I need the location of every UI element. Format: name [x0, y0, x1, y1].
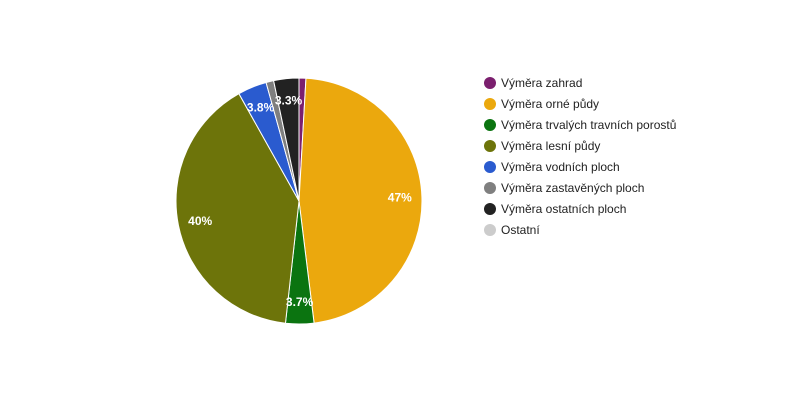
legend-item-7: Ostatní [484, 223, 540, 237]
legend-label-0: Výměra zahrad [501, 76, 582, 90]
legend-item-4: Výměra vodních ploch [484, 160, 620, 174]
pie-slice-3 [175, 92, 300, 324]
legend-label-1: Výměra orné půdy [501, 97, 599, 111]
legend-swatch-4 [484, 161, 496, 173]
legend-label-6: Výměra ostatních ploch [501, 202, 626, 216]
legend-item-6: Výměra ostatních ploch [484, 202, 626, 216]
pie-slice-labels: 47% 3.7% 40% 3.8% 3.3% [188, 94, 412, 309]
pie-data-label-3: 40% [188, 214, 212, 228]
legend-swatch-7 [484, 224, 496, 236]
legend-label-7: Ostatní [501, 223, 540, 237]
legend-swatch-5 [484, 182, 496, 194]
legend-label-3: Výměra lesní půdy [501, 139, 600, 153]
legend-item-1: Výměra orné půdy [484, 97, 599, 111]
pie-data-label-2: 3.7% [286, 295, 314, 309]
legend-swatch-2 [484, 119, 496, 131]
legend-swatch-6 [484, 203, 496, 215]
pie-slice-6 [273, 77, 300, 202]
pie-slices [175, 77, 423, 325]
legend-item-5: Výměra zastavěných ploch [484, 181, 644, 195]
legend: Výměra zahrad Výměra orné půdy Výměra trva… [484, 76, 676, 237]
legend-label-4: Výměra vodních ploch [501, 160, 620, 174]
legend-item-3: Výměra lesní půdy [484, 139, 600, 153]
pie-data-label-6: 3.3% [275, 94, 303, 108]
legend-label-5: Výměra zastavěných ploch [501, 181, 644, 195]
pie-slice-1 [298, 77, 423, 324]
legend-swatch-3 [484, 140, 496, 152]
legend-item-0: Výměra zahrad [484, 76, 582, 90]
pie-data-label-1: 47% [388, 191, 412, 205]
legend-label-2: Výměra trvalých travních porostů [501, 118, 676, 132]
legend-item-2: Výměra trvalých travních porostů [484, 118, 676, 132]
legend-swatch-1 [484, 98, 496, 110]
pie-data-label-4: 3.8% [247, 101, 275, 115]
legend-swatch-0 [484, 77, 496, 89]
